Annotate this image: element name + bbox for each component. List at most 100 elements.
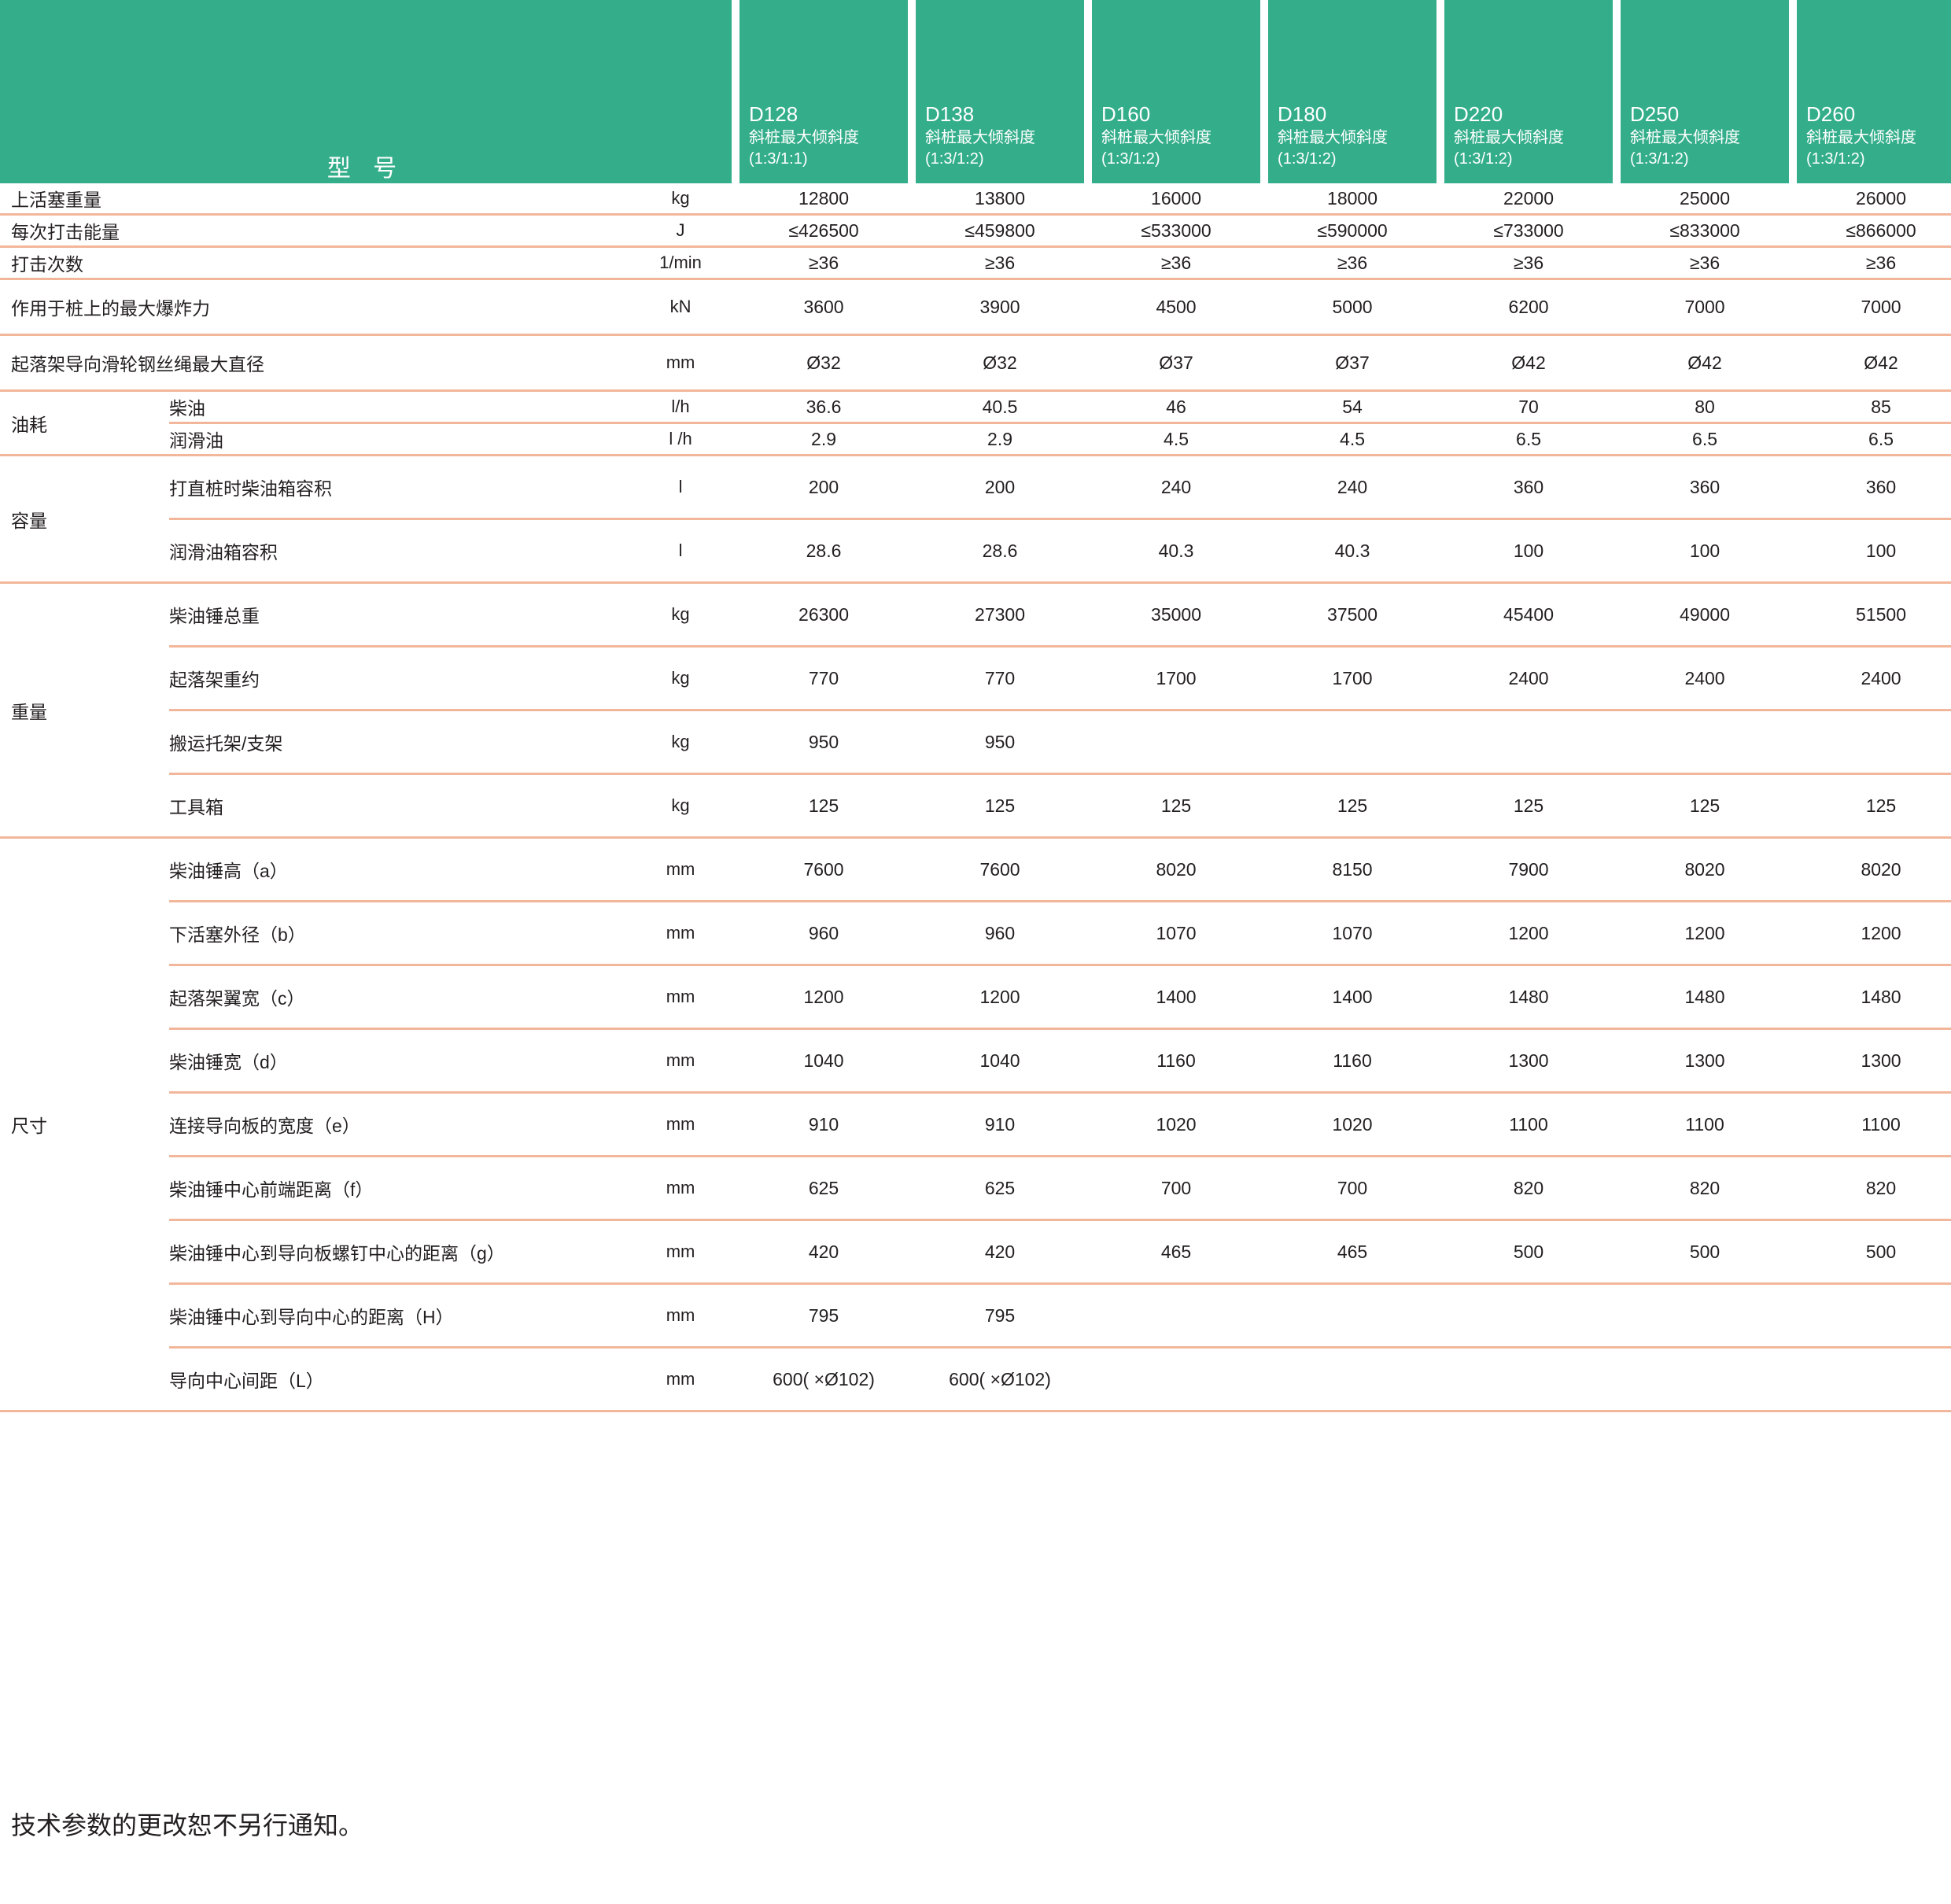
cell-d260: 85 — [1793, 389, 1951, 423]
header-model-d128: D128 斜桩最大倾斜度 (1:3/1:1) — [736, 0, 916, 183]
row-unit: mm — [625, 836, 736, 902]
cell-d180: 1020 — [1264, 1091, 1441, 1157]
table-row: 导向中心间距（L） mm 600( ×Ø102) 600( ×Ø102) — [0, 1346, 1951, 1411]
cell-d220: 7900 — [1440, 836, 1617, 902]
cell-d138: 3900 — [912, 278, 1089, 335]
table-body: 上活塞重量 kg 12800 13800 16000 18000 22000 2… — [0, 183, 1951, 1413]
model-note-line1: 斜桩最大倾斜度 — [1278, 129, 1389, 147]
cell-d250: 360 — [1617, 454, 1794, 519]
row-label: 柴油锤中心前端距离（f） — [169, 1155, 625, 1220]
cell-d260: 6.5 — [1793, 422, 1951, 456]
cell-d128: 7600 — [736, 836, 913, 902]
cell-d160 — [1088, 709, 1265, 774]
cell-d138: 200 — [912, 454, 1089, 519]
model-note-line2: (1:3/1:2) — [1454, 149, 1513, 168]
cell-d260: ≥36 — [1793, 245, 1951, 279]
row-unit: kg — [625, 581, 736, 647]
cell-d220: Ø42 — [1440, 334, 1617, 391]
cell-d138: 28.6 — [912, 518, 1089, 583]
cell-d260 — [1793, 1346, 1951, 1411]
cell-d160: ≥36 — [1088, 245, 1265, 279]
row-unit: 1/min — [625, 245, 736, 279]
cell-d138: 770 — [912, 645, 1089, 710]
cell-d180: 465 — [1264, 1219, 1441, 1284]
model-code: D250 — [1630, 101, 1680, 126]
cell-d260: 26000 — [1856, 187, 1907, 208]
cell-d260: 500 — [1793, 1219, 1951, 1284]
cell-d250: 100 — [1617, 518, 1794, 583]
row-unit: mm — [625, 1346, 736, 1411]
row-label: 下活塞外径（b） — [169, 900, 625, 965]
cell-d220: ≥36 — [1440, 245, 1617, 279]
header-model-d180: D180 斜桩最大倾斜度 (1:3/1:2) — [1264, 0, 1445, 183]
model-code: D138 — [925, 101, 975, 126]
cell-d128: 12800 — [798, 187, 850, 208]
cell-d180: 5000 — [1264, 278, 1441, 335]
cell-d160: 465 — [1088, 1219, 1265, 1284]
model-code: D160 — [1101, 101, 1151, 126]
cell-d250: 49000 — [1617, 581, 1794, 647]
row-unit: mm — [625, 964, 736, 1029]
table-row: 连接导向板的宽度（e） mm 910 910 1020 1020 1100 11… — [0, 1091, 1951, 1157]
cell-d160: 1160 — [1088, 1028, 1265, 1093]
cell-d260: 125 — [1793, 773, 1951, 838]
cell-d138: 125 — [912, 773, 1089, 838]
cell-d138: Ø32 — [912, 334, 1089, 391]
model-note-line2: (1:3/1:2) — [925, 149, 984, 168]
cell-d250: 125 — [1617, 773, 1794, 838]
row-unit: kg — [625, 645, 736, 710]
row-label: 起落架重约 — [169, 645, 625, 710]
cell-d160: 46 — [1088, 389, 1265, 423]
cell-d128: 950 — [736, 709, 913, 774]
cell-d180: 125 — [1264, 773, 1441, 838]
header-model-d260: D260 斜桩最大倾斜度 (1:3/1:2) — [1793, 0, 1951, 183]
cell-d180: 18000 — [1327, 187, 1378, 208]
cell-d128: ≤426500 — [736, 213, 913, 247]
cell-d138: ≥36 — [912, 245, 1089, 279]
cell-d250: 80 — [1617, 389, 1794, 423]
cell-d160: 4.5 — [1088, 422, 1265, 456]
cell-d160: ≤533000 — [1088, 213, 1265, 247]
cell-d250: 1480 — [1617, 964, 1794, 1029]
table-row: 搬运托架/支架 kg 950 950 — [0, 709, 1951, 774]
cell-d138: 1040 — [912, 1028, 1089, 1093]
cell-d250: 820 — [1617, 1155, 1794, 1220]
row-label: 连接导向板的宽度（e） — [169, 1091, 625, 1157]
cell-d220: 1100 — [1440, 1091, 1617, 1157]
cell-d180 — [1264, 1282, 1441, 1348]
cell-d220: 45400 — [1440, 581, 1617, 647]
cell-d138: 910 — [912, 1091, 1089, 1157]
table-row: 工具箱 kg 125 125 125 125 125 125 125 — [0, 773, 1951, 838]
model-note-line2: (1:3/1:1) — [749, 149, 808, 168]
table-row: 润滑油 l /h 2.9 2.9 4.5 4.5 6.5 6.5 6.5 — [0, 422, 1951, 456]
cell-d250: ≥36 — [1617, 245, 1794, 279]
row-label: 柴油锤总重 — [169, 581, 625, 647]
header-model-d138: D138 斜桩最大倾斜度 (1:3/1:2) — [912, 0, 1093, 183]
cell-d138: 7600 — [912, 836, 1089, 902]
cell-d220: 70 — [1440, 389, 1617, 423]
table-header: 型 号 D128 斜桩最大倾斜度 (1:3/1:1) D138 斜桩最大倾斜度 … — [0, 0, 1951, 183]
cell-d160: 16000 — [1151, 187, 1202, 208]
table-row: 润滑油箱容积 l 28.6 28.6 40.3 40.3 100 100 100 — [0, 518, 1951, 583]
cell-d250 — [1617, 1282, 1794, 1348]
row-label: 上活塞重量 — [11, 190, 101, 210]
cell-d220 — [1440, 1282, 1617, 1348]
row-label: 打击次数 — [0, 245, 625, 279]
table-row: 起落架重约 kg 770 770 1700 1700 2400 2400 240… — [0, 645, 1951, 710]
cell-d180: 8150 — [1264, 836, 1441, 902]
cell-d160: 1700 — [1088, 645, 1265, 710]
cell-d160: 40.3 — [1088, 518, 1265, 583]
row-unit: kg — [625, 773, 736, 838]
cell-d180: ≤590000 — [1264, 213, 1441, 247]
cell-d260: 2400 — [1793, 645, 1951, 710]
cell-d250: 8020 — [1617, 836, 1794, 902]
row-unit: J — [625, 213, 736, 247]
cell-d160: 1400 — [1088, 964, 1265, 1029]
cell-d180: 700 — [1264, 1155, 1441, 1220]
cell-d160 — [1088, 1346, 1265, 1411]
cell-d220: 2400 — [1440, 645, 1617, 710]
cell-d128: 2.9 — [736, 422, 913, 456]
cell-d180: 1160 — [1264, 1028, 1441, 1093]
table-row: 作用于桩上的最大爆炸力 kN 3600 3900 4500 5000 6200 … — [0, 278, 1951, 335]
model-note-line1: 斜桩最大倾斜度 — [1454, 129, 1565, 147]
